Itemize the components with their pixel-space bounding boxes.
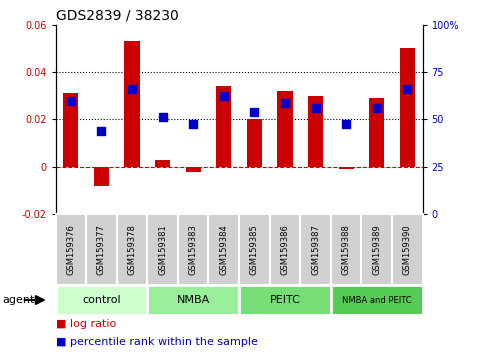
Bar — [147, 214, 178, 285]
Bar — [361, 214, 392, 285]
Text: NMBA and PEITC: NMBA and PEITC — [342, 296, 412, 304]
Bar — [86, 214, 117, 285]
Point — [220, 93, 227, 99]
Bar — [339, 167, 354, 169]
Bar — [117, 214, 147, 285]
Text: GSM159389: GSM159389 — [372, 224, 381, 275]
Bar — [94, 167, 109, 186]
Text: GSM159378: GSM159378 — [128, 224, 137, 275]
Text: GSM159390: GSM159390 — [403, 224, 412, 275]
Text: GSM159381: GSM159381 — [158, 224, 167, 275]
Bar — [400, 48, 415, 167]
Text: GSM159376: GSM159376 — [66, 224, 75, 275]
Text: ■ log ratio: ■ log ratio — [56, 319, 116, 329]
Bar — [56, 285, 147, 315]
Bar — [247, 120, 262, 167]
Point — [98, 129, 105, 134]
Point — [67, 98, 75, 103]
Bar — [308, 96, 323, 167]
Text: GDS2839 / 38230: GDS2839 / 38230 — [56, 8, 178, 22]
Bar — [155, 160, 170, 167]
Bar — [178, 214, 209, 285]
Text: ■ percentile rank within the sample: ■ percentile rank within the sample — [56, 337, 257, 347]
Text: GSM159384: GSM159384 — [219, 224, 228, 275]
Bar — [147, 285, 239, 315]
Bar — [185, 167, 201, 172]
Bar — [216, 86, 231, 167]
Text: NMBA: NMBA — [177, 295, 210, 305]
Text: GSM159385: GSM159385 — [250, 224, 259, 275]
Text: GSM159388: GSM159388 — [341, 224, 351, 275]
Text: GSM159387: GSM159387 — [311, 224, 320, 275]
Bar — [331, 214, 361, 285]
Point — [342, 121, 350, 127]
Text: PEITC: PEITC — [270, 295, 300, 305]
Text: GSM159386: GSM159386 — [281, 224, 289, 275]
Text: GSM159377: GSM159377 — [97, 224, 106, 275]
Bar — [209, 214, 239, 285]
Bar — [300, 214, 331, 285]
Bar — [239, 285, 331, 315]
Text: agent: agent — [2, 295, 35, 305]
Bar — [331, 285, 423, 315]
Bar — [63, 93, 78, 167]
Point — [312, 105, 319, 110]
Bar — [270, 214, 300, 285]
Point — [281, 100, 289, 106]
Point — [403, 86, 411, 92]
Point — [159, 114, 167, 120]
Bar — [277, 91, 293, 167]
Bar — [369, 98, 384, 167]
Bar — [392, 214, 423, 285]
Point — [128, 86, 136, 92]
Bar — [125, 41, 140, 167]
Point — [373, 105, 381, 110]
Text: GSM159383: GSM159383 — [189, 224, 198, 275]
Bar — [56, 214, 86, 285]
Point — [251, 109, 258, 115]
Text: control: control — [82, 295, 121, 305]
Point — [189, 121, 197, 127]
Bar — [239, 214, 270, 285]
